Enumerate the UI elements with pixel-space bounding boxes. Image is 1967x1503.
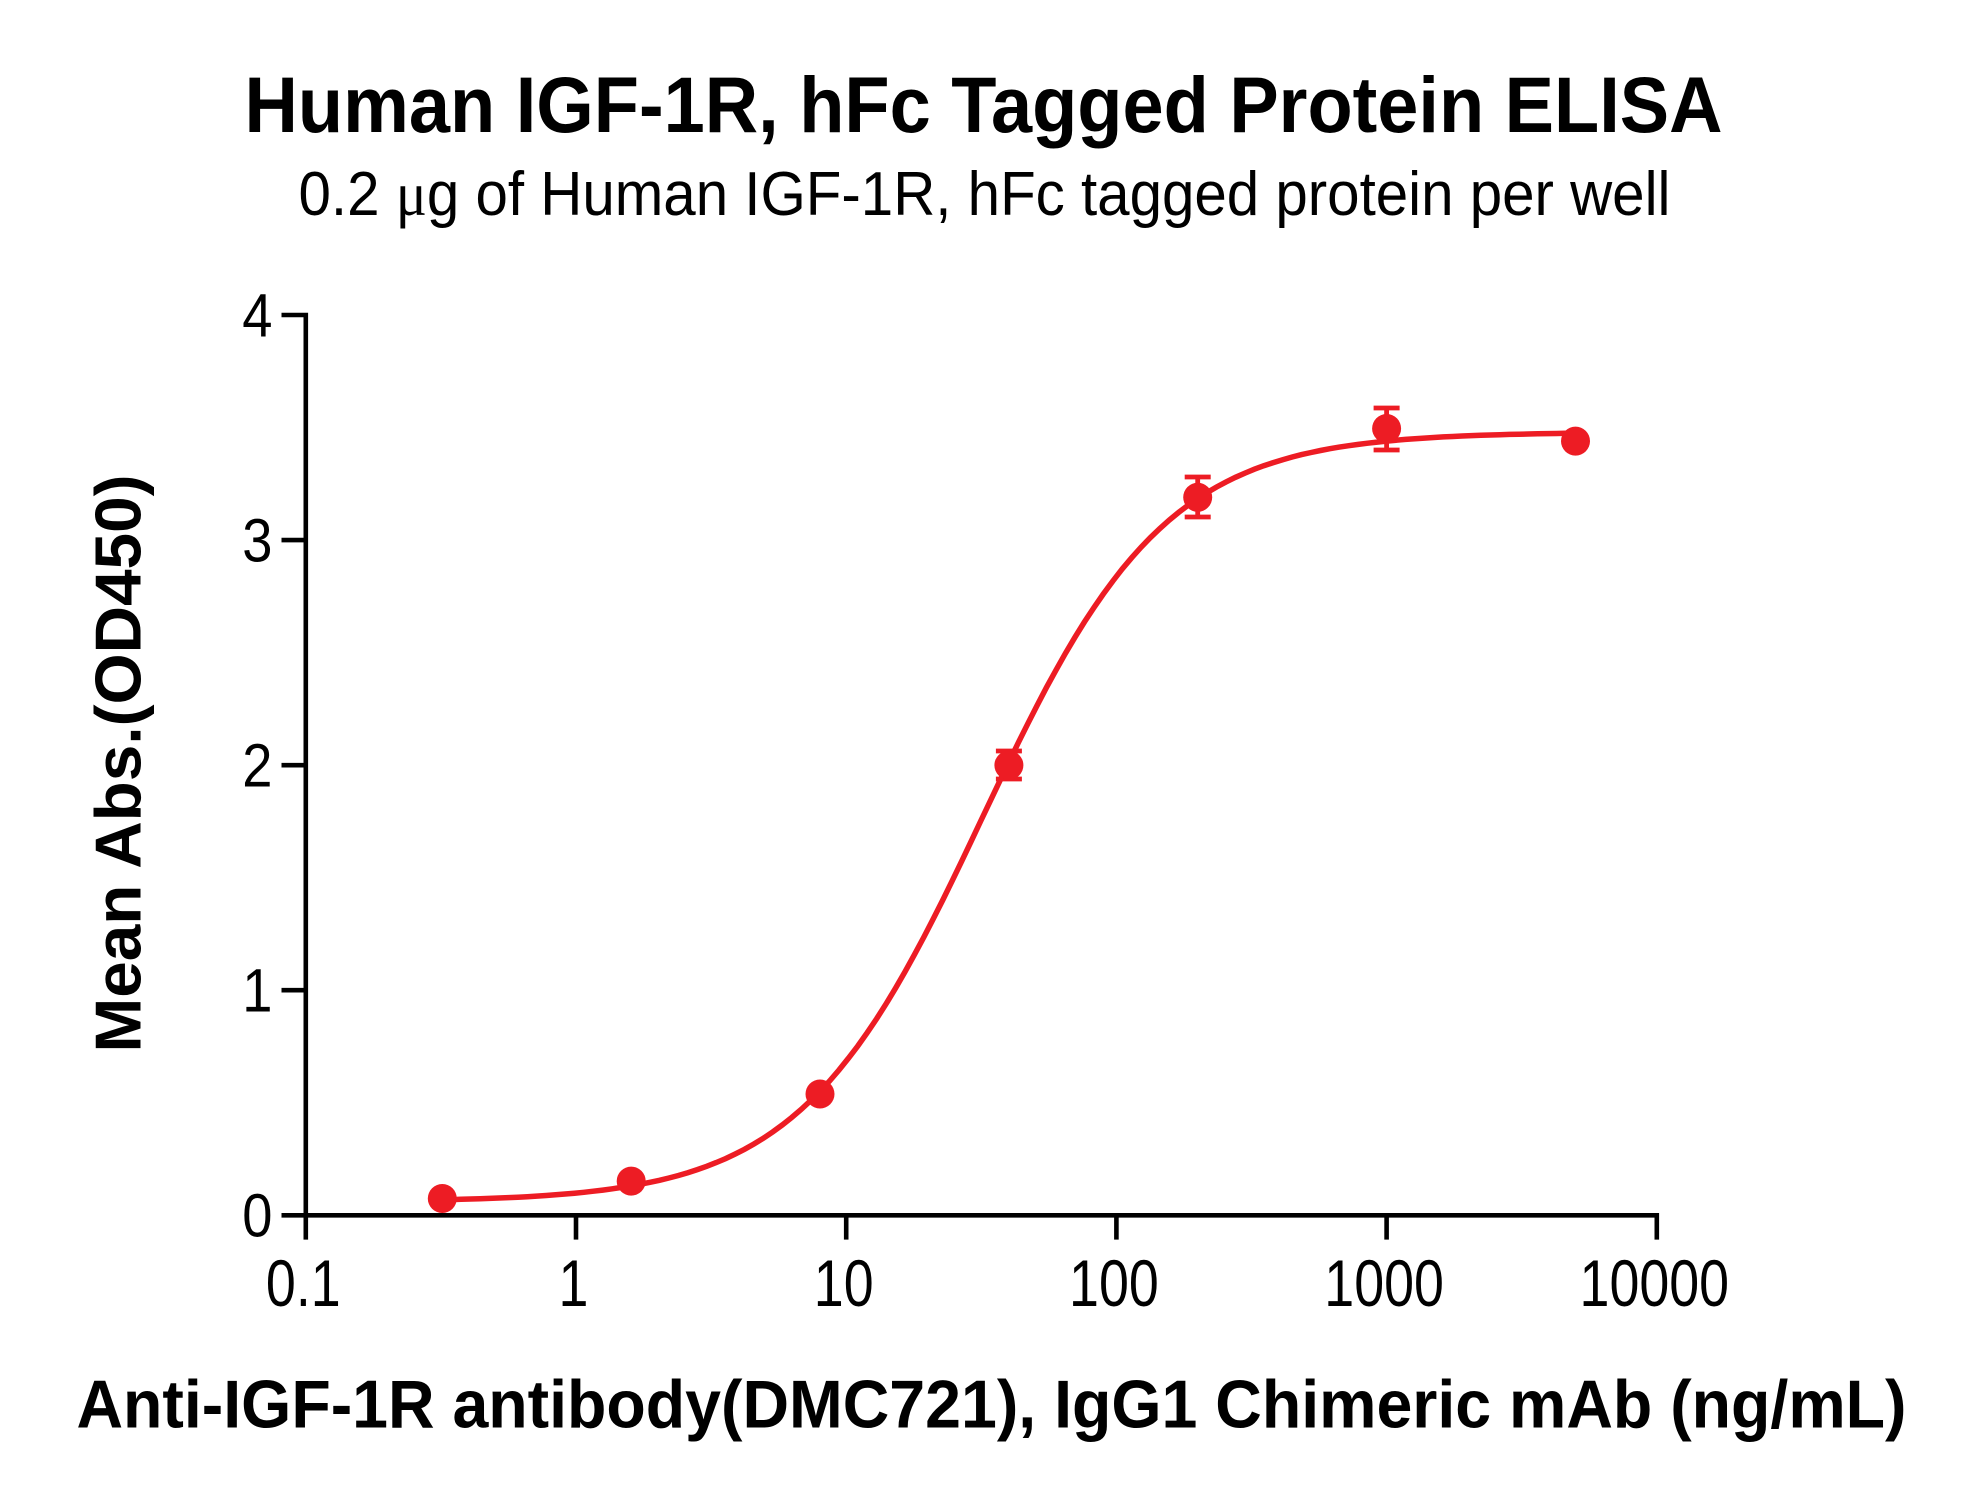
svg-text:Anti-IGF-1R antibody(DMC721),: Anti-IGF-1R antibody(DMC721), IgG1 Chime… <box>77 1368 1907 1443</box>
svg-text:Human IGF-1R, hFc Tagged Prote: Human IGF-1R, hFc Tagged Protein ELISA <box>245 60 1723 149</box>
svg-text:3: 3 <box>242 506 272 574</box>
svg-text:Mean Abs.(OD450): Mean Abs.(OD450) <box>82 475 155 1053</box>
svg-text:100: 100 <box>1069 1247 1159 1320</box>
svg-text:2: 2 <box>242 732 272 800</box>
svg-text:10: 10 <box>814 1247 874 1320</box>
svg-text:10000: 10000 <box>1580 1247 1730 1320</box>
svg-text:0: 0 <box>242 1182 272 1250</box>
svg-text:1: 1 <box>242 957 272 1025</box>
svg-text:4: 4 <box>242 281 272 349</box>
svg-text:1: 1 <box>559 1247 589 1320</box>
svg-text:0.1: 0.1 <box>266 1247 341 1320</box>
svg-text:0.2 μg of Human IGF-1R, hFc ta: 0.2 μg of Human IGF-1R, hFc tagged prote… <box>299 160 1671 229</box>
svg-text:1000: 1000 <box>1324 1247 1444 1320</box>
